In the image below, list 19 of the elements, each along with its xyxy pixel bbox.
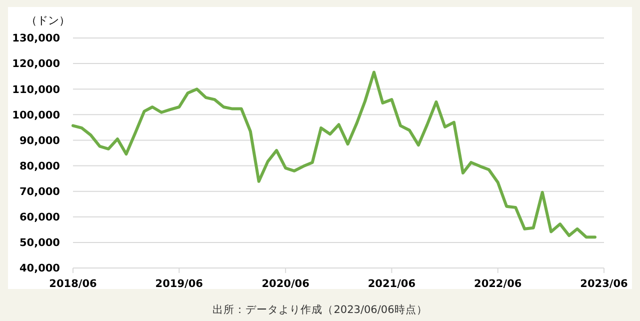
y-tick-label: 90,000 [19,134,60,147]
x-tick-label: 2018/06 [49,278,97,290]
y-tick-label: 70,000 [19,186,60,198]
y-tick-label: 50,000 [19,237,60,250]
y-tick-label: 110,000 [12,84,60,96]
y-tick-label: 80,000 [19,160,60,172]
y-tick-label: 130,000 [12,32,60,45]
y-axis-title: （ドン） [26,14,70,27]
line-series [72,70,596,239]
x-tick-label: 2022/06 [474,278,522,290]
x-tick-label: 2021/06 [368,278,416,290]
x-tick-label: 2019/06 [155,278,203,290]
y-tick-label: 60,000 [19,212,60,224]
x-tick-label: 2020/06 [262,278,310,290]
x-tick-label: 2023/06 [580,278,628,290]
y-tick-label: 100,000 [12,109,60,122]
text: 出所：データより作成（2023/06/06時点） [212,303,428,316]
y-tick-label: 40,000 [19,262,60,275]
y-tick-label: 120,000 [12,58,60,70]
